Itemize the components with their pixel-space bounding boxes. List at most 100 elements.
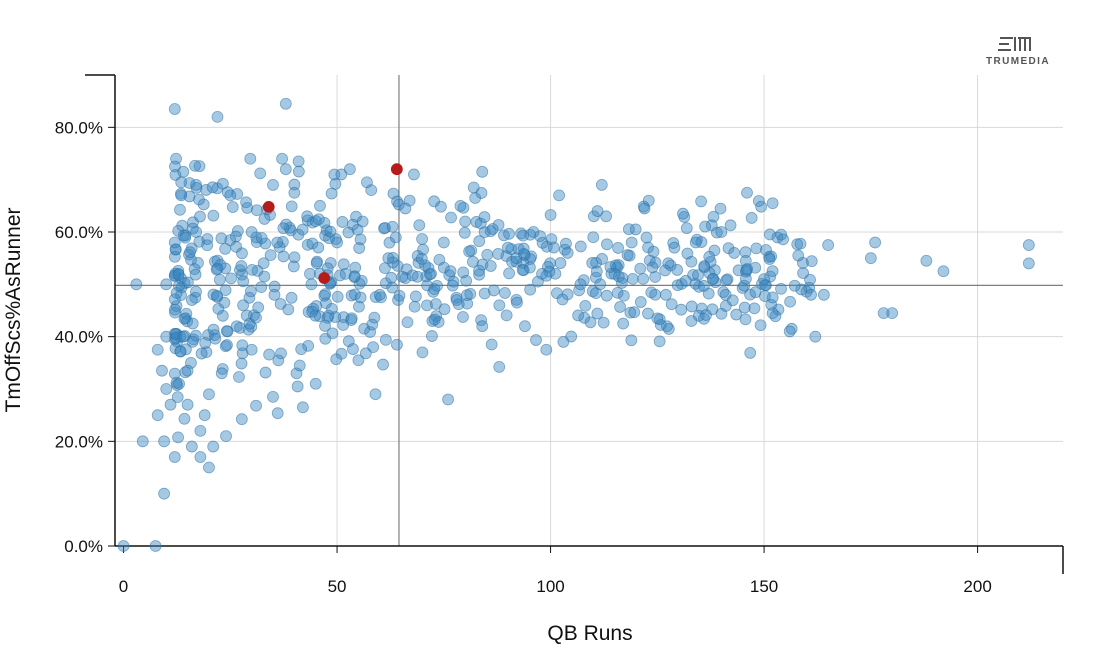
scatter-point [698, 260, 711, 272]
scatter-point [503, 267, 515, 280]
scatter-point [777, 233, 789, 246]
scatter-point [611, 286, 624, 299]
scatter-point [517, 229, 529, 242]
scatter-point [685, 300, 698, 313]
scatter-point [177, 165, 190, 178]
scatter-point [219, 243, 232, 255]
scatter-point [467, 255, 479, 268]
scatter-point [324, 225, 337, 238]
scatter-point [173, 377, 185, 390]
scatter-point [446, 279, 459, 292]
scatter-point [291, 380, 304, 393]
scatter-point [279, 163, 292, 176]
scatter-point [503, 227, 515, 240]
scatter-point [353, 242, 366, 254]
x-tick-label: 50 [328, 577, 347, 596]
scatter-point [250, 204, 263, 217]
scatter-point [203, 388, 215, 401]
scatter-point [596, 253, 608, 265]
scatter-point [540, 343, 553, 356]
scatter-point [421, 279, 434, 292]
scatter-point [675, 303, 688, 316]
scatter-point [572, 309, 585, 322]
scatter-point [500, 309, 513, 322]
scatter-point [369, 388, 382, 401]
scatter-point [745, 212, 758, 224]
scatter-point [319, 320, 331, 332]
scatter-point [498, 287, 511, 299]
scatter-point [681, 247, 694, 260]
scatter-point [724, 219, 737, 232]
scatter-point [754, 319, 767, 332]
y-tick-label: 80.0% [55, 118, 103, 137]
scatter-point [169, 303, 181, 316]
scatter-point [556, 293, 569, 306]
scatter-point [379, 221, 391, 234]
trumedia-logo-icon [998, 37, 1031, 51]
scatter-point [476, 165, 489, 178]
scatter-point [621, 249, 634, 261]
scatter-point [304, 267, 316, 280]
scatter-point [501, 241, 514, 254]
scatter-point [193, 193, 205, 206]
scatter-point [392, 198, 405, 211]
highlighted-point [262, 200, 275, 213]
scatter-point [409, 290, 422, 303]
scatter-point [366, 318, 379, 331]
scatter-point [288, 178, 301, 191]
scatter-point [783, 325, 796, 338]
scatter-point [292, 165, 305, 178]
scatter-point [706, 303, 719, 316]
scatter-point [255, 281, 268, 294]
scatter-point [206, 181, 219, 194]
scatter-point [368, 311, 381, 324]
scatter-point [493, 299, 506, 312]
scatter-point [386, 281, 399, 294]
scatter-point [817, 288, 830, 301]
scatter-point [646, 261, 659, 274]
scatter-point [237, 299, 250, 312]
scatter-point [587, 231, 600, 244]
scatter-point [233, 371, 245, 383]
scatter-point [510, 252, 523, 265]
scatter-point [169, 331, 182, 344]
scatter-point [527, 226, 540, 238]
scatter-point [185, 440, 198, 453]
scatter-point [259, 366, 272, 379]
scatter-point [377, 358, 389, 371]
scatter-point [193, 160, 206, 173]
scatter-point [237, 275, 250, 288]
scatter-point [752, 195, 765, 207]
scatter-point [702, 287, 715, 300]
scatter-point [429, 298, 442, 310]
scatter-point [586, 285, 599, 298]
scatter-point [622, 223, 635, 236]
scatter-point [258, 270, 271, 283]
scatter-point [766, 197, 779, 210]
scatter-point [579, 299, 592, 312]
scatter-point [574, 278, 587, 291]
scatter-point [130, 278, 143, 291]
scatter-point [250, 399, 262, 412]
scatter-point [614, 301, 626, 313]
x-tick-label: 200 [963, 577, 991, 596]
scatter-point [519, 320, 531, 333]
scatter-point [296, 223, 309, 236]
scatter-point [478, 211, 491, 223]
scatter-point [295, 343, 308, 356]
scatter-point [314, 199, 326, 212]
scatter-point [160, 383, 173, 395]
scatter-point [438, 303, 451, 316]
scatter-point [738, 279, 751, 292]
scatter-point [149, 540, 162, 552]
scatter-point [385, 271, 398, 284]
scatter-point [601, 238, 613, 251]
scatter-point [642, 194, 655, 207]
scatter-point [194, 451, 207, 463]
scatter-point [213, 273, 226, 286]
scatter-point [220, 430, 232, 443]
scatter-point [310, 257, 323, 270]
scatter-point [428, 313, 441, 326]
scatter-point [484, 225, 497, 238]
scatter-point [457, 311, 469, 323]
